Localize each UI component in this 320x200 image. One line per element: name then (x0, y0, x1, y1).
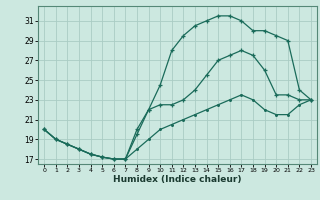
X-axis label: Humidex (Indice chaleur): Humidex (Indice chaleur) (113, 175, 242, 184)
